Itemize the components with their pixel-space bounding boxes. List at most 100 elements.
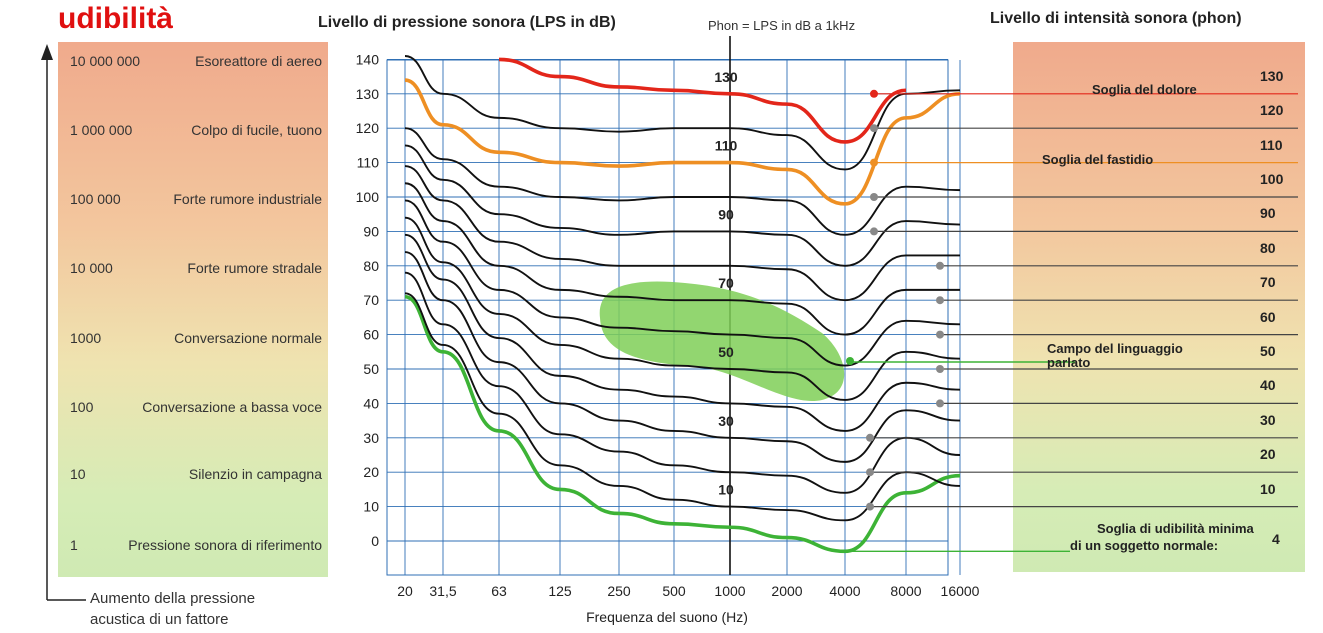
curve-end-dot [870, 227, 878, 236]
pressure-factor: 10 [70, 466, 86, 482]
loudness-curve-60-phon [404, 199, 961, 367]
loudness-curve-30-phon [404, 251, 961, 463]
curve-end-dot [866, 468, 874, 477]
phon-scale-value: 10 [1260, 480, 1276, 497]
pressure-example: Esoreattore di aereo [195, 53, 322, 69]
curve-end-dot [870, 124, 878, 133]
curve-end-dot [936, 399, 944, 408]
pressure-example: Conversazione normale [174, 330, 322, 346]
pressure-factor: 1 000 000 [70, 122, 133, 138]
x-tick-label: 250 [607, 583, 631, 599]
loudness-curve-50-phon [404, 216, 961, 401]
x-tick-label: 500 [662, 583, 686, 599]
pressure-example: Pressione sonora di riferimento [128, 537, 322, 553]
loudness-curve-130-phon [498, 57, 907, 144]
curve-end-dot [936, 330, 944, 339]
y-tick-label: 80 [363, 258, 379, 274]
pressure-factor: 100 [70, 399, 94, 415]
y-tick-label: 0 [371, 533, 379, 549]
min-threshold-label-1: Soglia di udibilità minima [1097, 521, 1254, 536]
phon-curve-label: 130 [714, 69, 738, 85]
loudness-curve-4-phon [404, 294, 961, 554]
curve-end-dot [936, 296, 944, 305]
pressure-example: Forte rumore stradale [187, 260, 322, 276]
discomfort-threshold-label: Soglia del fastidio [1042, 152, 1154, 167]
loudness-curve-20-phon [404, 271, 961, 494]
y-tick-label: 110 [357, 155, 380, 171]
loudness-curve-80-phon [404, 165, 960, 302]
curve-end-dot [936, 365, 944, 373]
right-scale-title: Livello di intensità sonora (phon) [990, 10, 1242, 27]
loudness-curve-120-phon [404, 55, 961, 171]
phon-curve-label: 90 [718, 206, 734, 222]
y-tick-label: 10 [363, 499, 379, 515]
phon-curve-label: 10 [718, 482, 734, 498]
axis-caption-line1: Aumento della pressione [90, 590, 256, 607]
y-tick-label: 100 [356, 189, 380, 205]
phon-scale-value: 110 [1260, 136, 1283, 153]
phon-scale-value: 4 [1272, 531, 1280, 547]
axis-caption-line2: acustica di un fattore [90, 611, 229, 628]
pressure-example: Conversazione a bassa voce [142, 399, 322, 415]
phon-scale-value: 90 [1260, 205, 1276, 222]
y-tick-label: 30 [363, 430, 379, 446]
x-tick-label: 20 [397, 583, 413, 599]
curve-end-dot [870, 89, 878, 98]
phon-scale-value: 130 [1260, 67, 1284, 84]
left-scale-panel [58, 42, 328, 577]
curve-end-dot [870, 193, 878, 201]
y-tick-label: 120 [356, 120, 380, 136]
right-scale-panel [1013, 42, 1305, 572]
arrow-head-icon [41, 44, 53, 60]
x-tick-label: 4000 [829, 583, 860, 599]
phon-curve-label: 70 [718, 275, 734, 291]
phon-scale-value: 80 [1260, 239, 1276, 256]
y-tick-label: 140 [356, 51, 380, 67]
y-tick-label: 50 [363, 361, 379, 377]
phon-note: Phon = LPS in dB a 1kHz [708, 18, 856, 33]
curve-end-dot [866, 502, 874, 511]
phon-scale-value: 20 [1260, 446, 1276, 463]
x-tick-label: 1000 [714, 583, 745, 599]
y-tick-label: 130 [356, 86, 380, 102]
phon-curve-label: 50 [718, 344, 734, 360]
pressure-example: Forte rumore industriale [173, 191, 322, 207]
pain-threshold-label: Soglia del dolore [1092, 82, 1197, 97]
y-tick-label: 40 [363, 395, 379, 411]
x-tick-label: 31,5 [429, 583, 456, 599]
chart-title: Livello di pressione sonora (LPS in dB) [318, 14, 616, 31]
speech-field-label-2: parlato [1047, 355, 1091, 370]
loudness-curve-70-phon [404, 182, 960, 336]
min-threshold-label-2: di un soggetto normale: [1070, 538, 1219, 553]
pressure-factor: 100 000 [70, 191, 121, 207]
phon-scale-value: 30 [1260, 411, 1276, 428]
phon-scale-value: 60 [1260, 308, 1276, 325]
y-tick-label: 70 [363, 292, 379, 308]
x-tick-label: 16000 [941, 583, 980, 599]
phon-scale-value: 100 [1260, 171, 1284, 187]
x-tick-label: 63 [491, 583, 507, 599]
loudness-curve-90-phon [404, 144, 961, 267]
x-tick-label: 8000 [890, 583, 921, 599]
pressure-factor: 10 000 [70, 260, 113, 276]
x-tick-label: 125 [548, 583, 572, 599]
loudness-curve-100-phon [404, 127, 961, 236]
x-axis-label: Frequenza del suono (Hz) [586, 609, 748, 625]
pressure-example: Colpo di fucile, tuono [191, 122, 322, 138]
speech-region [599, 281, 845, 402]
pressure-example: Silenzio in campagna [188, 466, 322, 482]
phon-curve-label: 110 [715, 138, 738, 154]
curve-end-dot [870, 158, 878, 167]
phon-scale-value: 40 [1260, 377, 1276, 394]
phon-curve-label: 30 [718, 413, 734, 429]
x-tick-label: 2000 [771, 583, 802, 599]
y-tick-label: 90 [363, 223, 379, 239]
pressure-factor: 10 000 000 [70, 53, 141, 69]
corner-title: udibilità [58, 2, 173, 35]
phon-scale-value: 70 [1260, 274, 1276, 291]
speech-dot [846, 357, 854, 365]
pressure-factor: 1000 [70, 330, 102, 346]
curve-end-dot [936, 261, 944, 270]
curve-end-dot [866, 433, 874, 442]
